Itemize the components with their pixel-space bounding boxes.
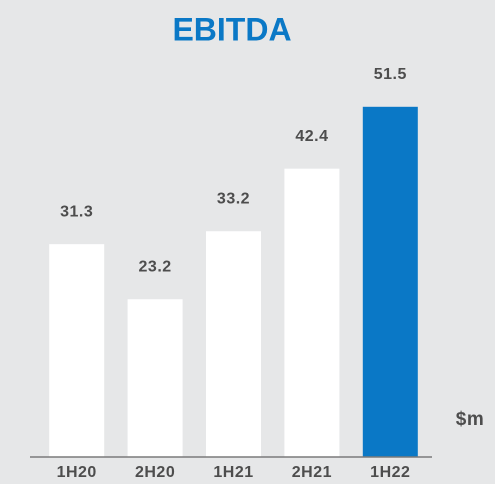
x-tick-label: 2H21 (292, 464, 332, 481)
x-tick-label: 1H21 (213, 464, 253, 481)
x-tick-label: 1H22 (370, 464, 410, 481)
bar (127, 299, 183, 457)
data-label: 31.3 (60, 203, 93, 220)
chart-title: EBITDA (172, 11, 291, 47)
bar (284, 168, 340, 457)
data-label: 23.2 (139, 258, 172, 275)
y-axis-label: $m (456, 409, 484, 430)
bar (362, 106, 418, 458)
data-label: 51.5 (374, 66, 407, 83)
x-tick-label: 1H20 (57, 464, 97, 481)
x-tick-label: 2H20 (135, 464, 175, 481)
bar (206, 231, 261, 457)
bar (49, 244, 105, 457)
data-label: 42.4 (295, 128, 328, 145)
data-label: 33.2 (217, 190, 250, 207)
